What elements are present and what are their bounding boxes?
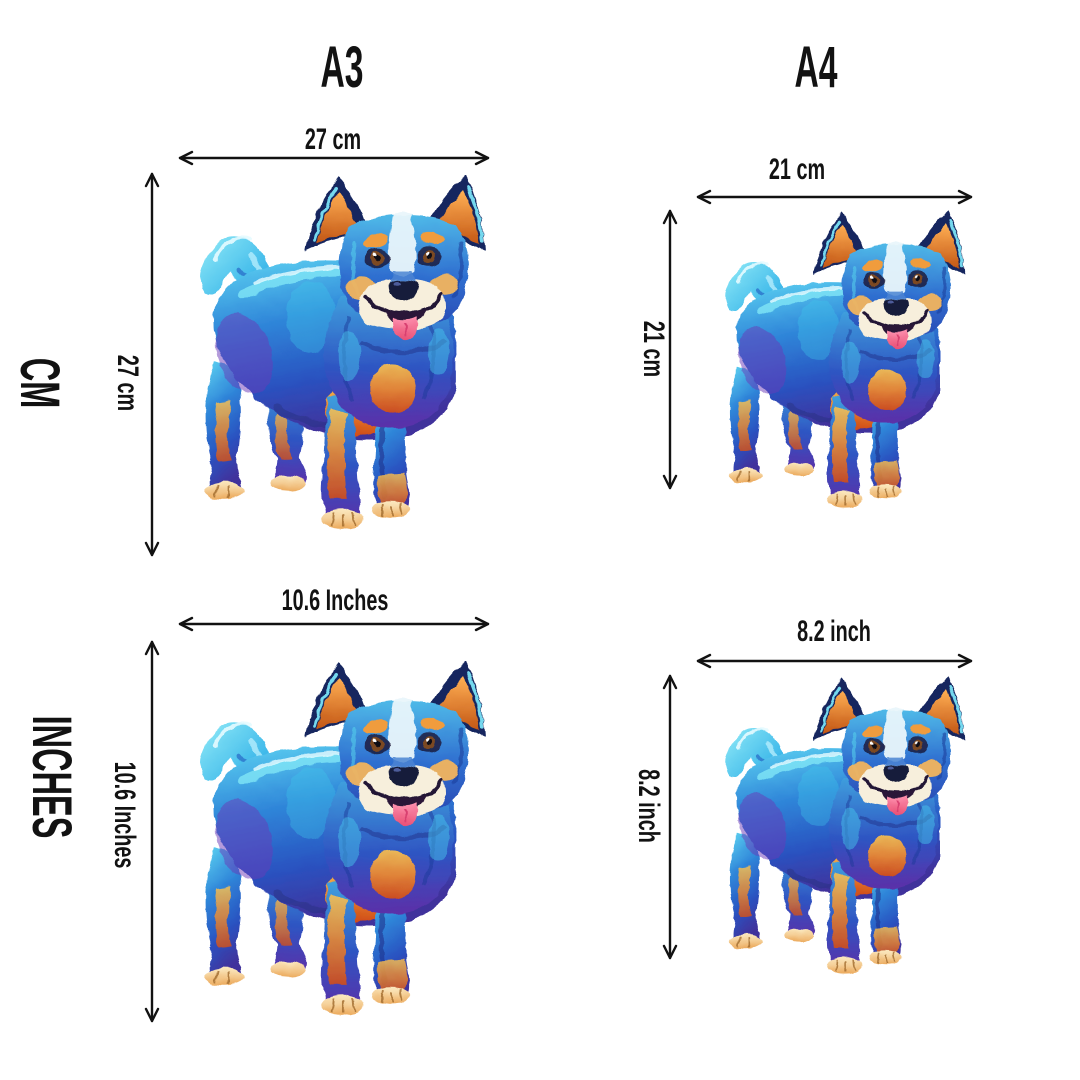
height-dimension-label: 27 cm xyxy=(111,354,144,412)
width-dimension-arrow xyxy=(696,189,973,205)
dog-illustration xyxy=(189,174,494,532)
column-header-a4: A4 xyxy=(794,35,838,100)
height-dimension-label: 8.2 inch xyxy=(632,769,665,843)
height-dimension-arrow xyxy=(144,172,160,557)
column-header-a3: A3 xyxy=(320,35,364,100)
height-dimension-label: 10.6 Inches xyxy=(108,761,141,869)
dog-illustration xyxy=(189,660,494,1018)
dog-illustration xyxy=(716,676,972,976)
width-dimension-label: 8.2 inch xyxy=(797,615,871,648)
height-dimension-arrow xyxy=(662,209,678,490)
height-dimension-arrow xyxy=(144,640,160,1023)
width-dimension-arrow xyxy=(696,653,973,669)
dog-illustration xyxy=(716,210,972,510)
width-dimension-arrow xyxy=(178,616,490,632)
width-dimension-arrow xyxy=(178,150,490,166)
height-dimension-arrow xyxy=(662,674,678,960)
width-dimension-label: 27 cm xyxy=(304,123,362,156)
row-header-inches: INCHES xyxy=(21,715,84,839)
width-dimension-label: 10.6 Inches xyxy=(281,584,389,617)
row-header-cm: CM xyxy=(9,357,72,409)
width-dimension-label: 21 cm xyxy=(768,153,826,186)
